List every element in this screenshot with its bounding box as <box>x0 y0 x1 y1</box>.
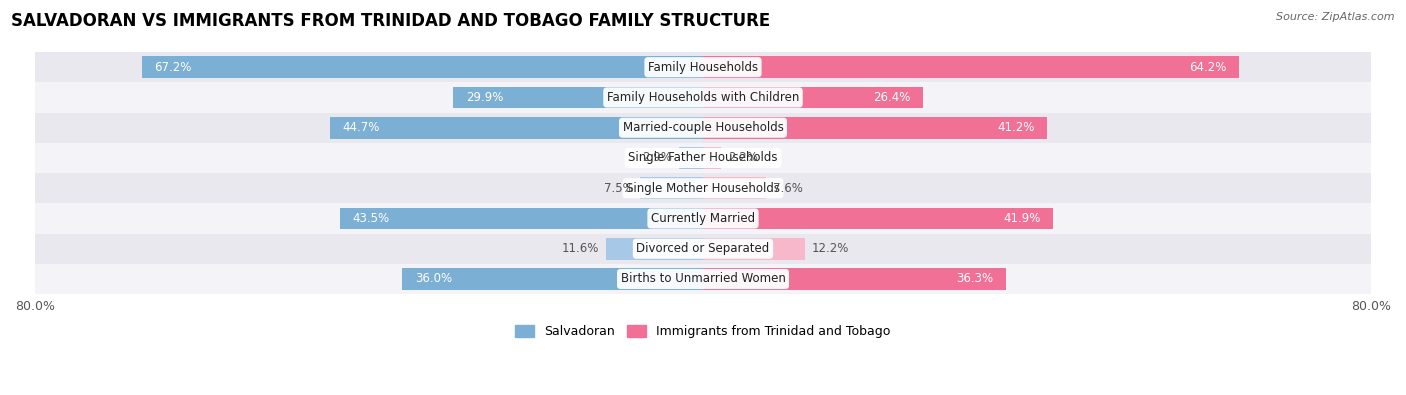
Text: 41.9%: 41.9% <box>1002 212 1040 225</box>
Text: 44.7%: 44.7% <box>342 121 380 134</box>
Text: 41.2%: 41.2% <box>997 121 1035 134</box>
Text: 11.6%: 11.6% <box>562 242 599 255</box>
Text: 2.2%: 2.2% <box>728 151 758 164</box>
Bar <box>35 143 1371 173</box>
Text: Family Households: Family Households <box>648 61 758 74</box>
Text: Single Father Households: Single Father Households <box>628 151 778 164</box>
Bar <box>35 82 1371 113</box>
Bar <box>703 117 1047 139</box>
Bar <box>640 177 703 199</box>
Bar <box>402 268 703 290</box>
Bar <box>330 117 703 139</box>
Text: SALVADORAN VS IMMIGRANTS FROM TRINIDAD AND TOBAGO FAMILY STRUCTURE: SALVADORAN VS IMMIGRANTS FROM TRINIDAD A… <box>11 12 770 30</box>
Bar <box>35 173 1371 203</box>
Text: Single Mother Households: Single Mother Households <box>626 182 780 195</box>
Bar <box>35 113 1371 143</box>
Text: Source: ZipAtlas.com: Source: ZipAtlas.com <box>1277 12 1395 22</box>
Text: 26.4%: 26.4% <box>873 91 911 104</box>
Bar <box>35 52 1371 82</box>
Bar <box>703 268 1007 290</box>
Bar <box>703 87 924 108</box>
Text: 7.6%: 7.6% <box>773 182 803 195</box>
Text: Currently Married: Currently Married <box>651 212 755 225</box>
Text: 29.9%: 29.9% <box>465 91 503 104</box>
Bar <box>679 147 703 169</box>
Legend: Salvadoran, Immigrants from Trinidad and Tobago: Salvadoran, Immigrants from Trinidad and… <box>510 320 896 343</box>
Bar <box>703 208 1053 229</box>
Text: 2.9%: 2.9% <box>643 151 672 164</box>
Bar <box>453 87 703 108</box>
Bar <box>703 238 804 260</box>
Bar <box>35 203 1371 233</box>
Text: 43.5%: 43.5% <box>353 212 389 225</box>
Bar <box>703 147 721 169</box>
Bar <box>340 208 703 229</box>
Text: 12.2%: 12.2% <box>811 242 849 255</box>
Bar <box>703 177 766 199</box>
Text: Married-couple Households: Married-couple Households <box>623 121 783 134</box>
Text: Births to Unmarried Women: Births to Unmarried Women <box>620 273 786 286</box>
Bar <box>703 56 1239 78</box>
Text: 64.2%: 64.2% <box>1189 61 1226 74</box>
Text: Family Households with Children: Family Households with Children <box>607 91 799 104</box>
Text: 36.0%: 36.0% <box>415 273 453 286</box>
Bar <box>606 238 703 260</box>
Bar <box>142 56 703 78</box>
Text: 67.2%: 67.2% <box>155 61 191 74</box>
Text: 7.5%: 7.5% <box>605 182 634 195</box>
Text: 36.3%: 36.3% <box>956 273 994 286</box>
Text: Divorced or Separated: Divorced or Separated <box>637 242 769 255</box>
Bar <box>35 264 1371 294</box>
Bar <box>35 233 1371 264</box>
